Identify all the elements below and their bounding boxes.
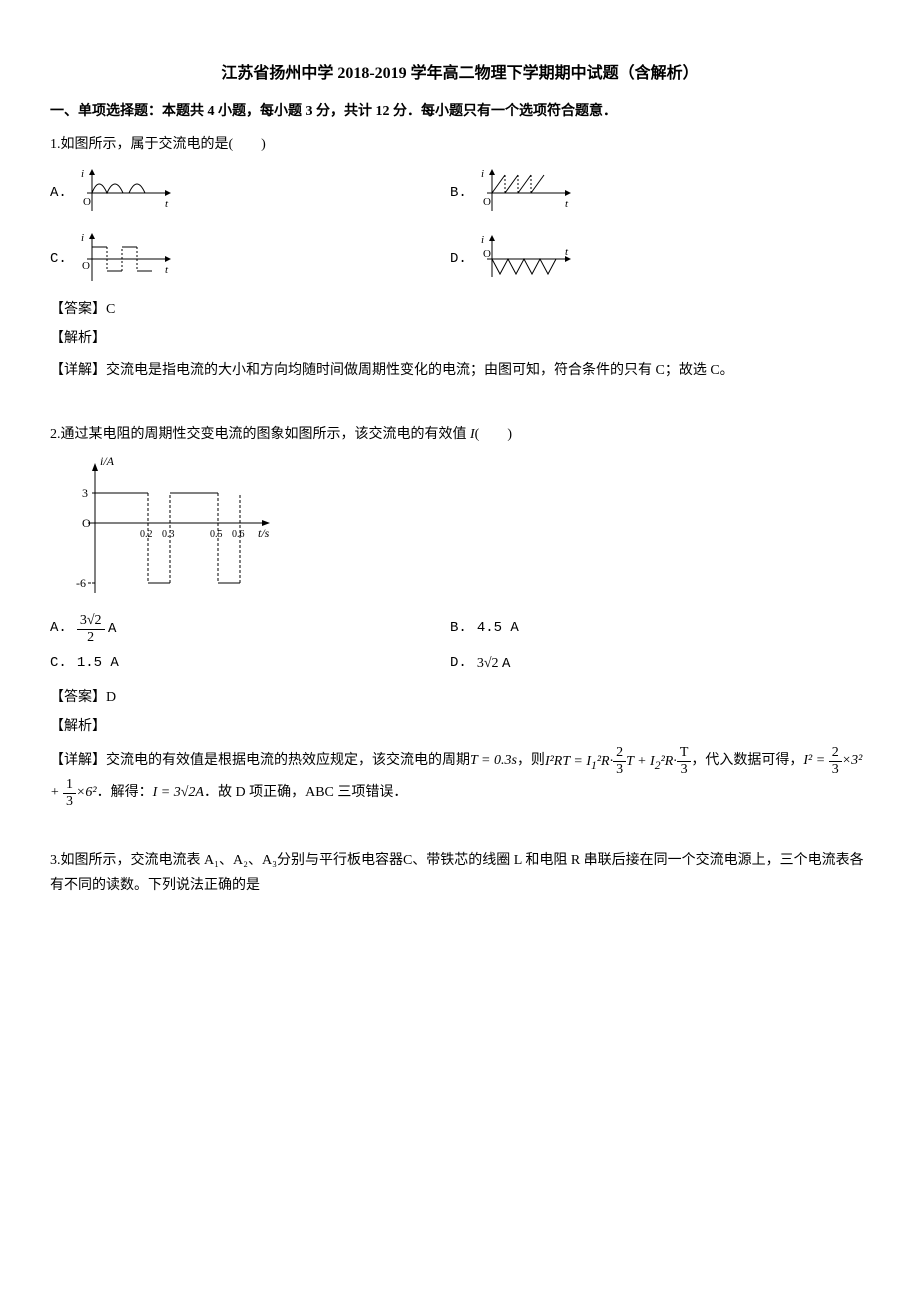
svg-text:O: O <box>483 248 491 260</box>
q2-y3: 3 <box>82 486 88 500</box>
q2-detail-prefix: 交流电的有效值是根据电流的热效应规定，该交流电的周期 <box>106 754 470 769</box>
page-title: 江苏省扬州中学 2018-2019 学年高二物理下学期期中试题（含解析） <box>50 60 870 89</box>
q1-detail-text: 交流电是指电流的大小和方向均随时间做周期性变化的电流；由图可知，符合条件的只有 … <box>106 363 734 378</box>
q2-answer-val: D <box>106 690 116 705</box>
q2-stem-prefix: 2.通过某电阻的周期性交变电流的图象如图所示，该交流电的有效值 <box>50 427 470 442</box>
q2-eq-heat: I²RT = I1²R· <box>545 754 613 769</box>
detail-bracket-2: 【详解】 <box>50 754 106 769</box>
svg-text:t: t <box>565 198 569 210</box>
q2-explain-label: 【解析】 <box>50 714 870 739</box>
axis-origin-label: O <box>83 196 91 208</box>
answer-bracket-2: 【答案】 <box>50 690 106 705</box>
q1-opt-d-graph: i t O <box>477 229 577 289</box>
q1-stem: 1.如图所示，属于交流电的是( ) <box>50 132 870 157</box>
q2-detail: 【详解】交流电的有效值是根据电流的热效应规定，该交流电的周期T = 0.3s，则… <box>50 745 870 809</box>
q2-row-cd: C. 1.5 A D. 3√2 A <box>50 651 870 677</box>
q1-answer-val: C <box>106 302 115 317</box>
q2-detail-tail3: ．故 D 项正确，ABC 三项错误． <box>204 785 407 800</box>
q2-x06: 0.6 <box>232 529 245 540</box>
q1-answer: 【答案】C <box>50 297 870 322</box>
q1-row-cd: C. i t O D. <box>50 229 870 289</box>
q1-opt-c-label: C. <box>50 247 67 272</box>
q2-opt-d-value: 3√2 A <box>477 651 511 677</box>
svg-text:t: t <box>565 246 569 258</box>
q2-detail-tail1: ，代入数据可得， <box>691 754 803 769</box>
q2-x05: 0.5 <box>210 529 223 540</box>
q2-x-axis-label: t/s <box>258 526 270 540</box>
q2-chart: i/A t/s 3 O -6 0.2 0.3 0.5 0.6 <box>70 453 870 603</box>
q2-opt-b-value: 4.5 A <box>477 616 519 641</box>
q2-x03: 0.3 <box>162 529 175 540</box>
q2-eq-result: I = 3√2A <box>153 785 204 800</box>
section-heading: 一、单项选择题：本题共 4 小题，每小题 3 分，共计 12 分．每小题只有一个… <box>50 99 870 124</box>
q2-answer: 【答案】D <box>50 685 870 710</box>
q2-origin: O <box>82 516 91 530</box>
q2-opt-c-label: C. <box>50 651 67 676</box>
q2-stem: 2.通过某电阻的周期性交变电流的图象如图所示，该交流电的有效值 I( ) <box>50 422 870 447</box>
q1-opt-a-graph: i t O <box>77 163 177 223</box>
q2-opt-c-value: 1.5 A <box>77 651 119 676</box>
q2-eq-sub: I² = <box>803 754 828 769</box>
q2-opt-a-value: 3√22 A <box>77 613 117 645</box>
svg-text:i: i <box>81 232 84 244</box>
q2-yneg6: -6 <box>76 576 86 590</box>
svg-text:i: i <box>481 234 484 246</box>
detail-bracket: 【详解】 <box>50 363 106 378</box>
q1-opt-c-graph: i t O <box>77 229 177 289</box>
q2-opt-a-label: A. <box>50 616 67 641</box>
q1-opt-d-label: D. <box>450 247 467 272</box>
q2-y-axis-label: i/A <box>100 454 115 468</box>
q2-detail-mid: ，则 <box>517 754 545 769</box>
svg-text:O: O <box>483 196 491 208</box>
axis-t-label: t <box>165 198 169 210</box>
q2-opt-b-label: B. <box>450 616 467 641</box>
svg-text:t: t <box>165 264 169 276</box>
svg-text:i: i <box>481 168 484 180</box>
q2-row-ab: A. 3√22 A B. 4.5 A <box>50 613 870 645</box>
answer-bracket: 【答案】 <box>50 302 106 317</box>
q2-eq-T: T = 0.3s <box>470 754 517 769</box>
q1-opt-b-graph: i t O <box>477 163 577 223</box>
q2-stem-suffix: ( ) <box>475 427 512 442</box>
q1-opt-a-label: A. <box>50 181 67 206</box>
q1-opt-b-label: B. <box>450 181 467 206</box>
svg-text:O: O <box>82 260 90 272</box>
q1-row-ab: A. i t O B. i t O <box>50 163 870 223</box>
q1-explain-label: 【解析】 <box>50 326 870 351</box>
q1-detail: 【详解】交流电是指电流的大小和方向均随时间做周期性变化的电流；由图可知，符合条件… <box>50 358 870 383</box>
q2-opt-d-label: D. <box>450 651 467 676</box>
axis-i-label: i <box>81 168 84 180</box>
q3-stem: 3.如图所示，交流电流表 A₁、A₂、A₃分别与平行板电容器C、带铁芯的线圈 L… <box>50 848 870 898</box>
q2-detail-tail2: ．解得： <box>97 785 153 800</box>
q2-x02: 0.2 <box>140 529 153 540</box>
